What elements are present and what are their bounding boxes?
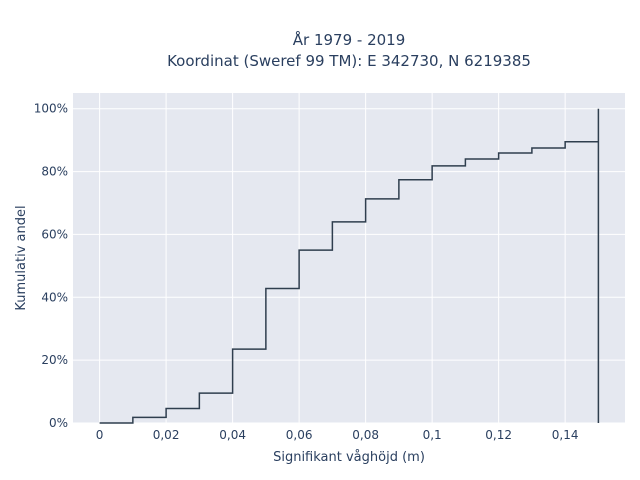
x-tick-label: 0,14 [552, 428, 579, 442]
y-tick-label: 20% [41, 353, 68, 367]
y-axis-title: Kumulativ andel [14, 205, 29, 310]
y-tick-label: 40% [41, 290, 68, 304]
x-tick-label: 0,08 [352, 428, 379, 442]
x-tick-label: 0 [96, 428, 104, 442]
chart-title-line1: År 1979 - 2019 [293, 30, 406, 49]
x-tick-label: 0,02 [153, 428, 180, 442]
x-axis-title: Signifikant våghöjd (m) [273, 450, 425, 465]
grid-lines [73, 93, 625, 424]
y-tick-label: 60% [41, 227, 68, 241]
y-tick-label: 100% [34, 102, 68, 116]
plot-background [73, 93, 625, 423]
x-axis-ticks: 0 0,02 0,04 0,06 0,08 0,1 0,12 0,14 [96, 428, 579, 442]
y-tick-label: 0% [49, 416, 68, 430]
y-axis-ticks: 0% 20% 40% 60% 80% 100% [34, 102, 68, 430]
y-tick-label: 80% [41, 165, 68, 179]
cumulative-step-line [99, 108, 600, 424]
x-tick-label: 0,1 [423, 428, 442, 442]
x-tick-label: 0,06 [286, 428, 313, 442]
x-tick-label: 0,04 [219, 428, 246, 442]
chart-title-line2: Koordinat (Sweref 99 TM): E 342730, N 62… [167, 52, 531, 70]
x-tick-label: 0,12 [485, 428, 512, 442]
